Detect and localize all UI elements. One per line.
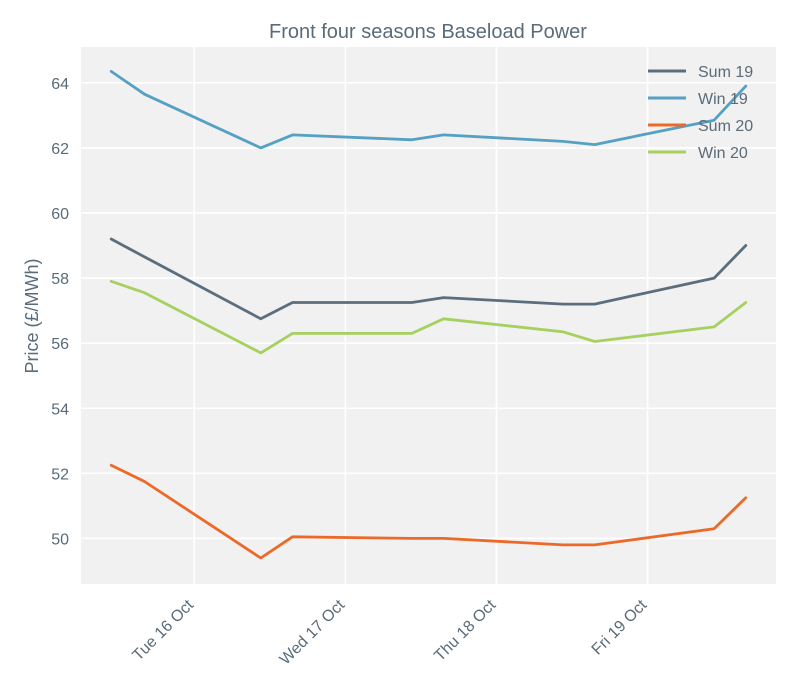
legend-label: Sum 20 bbox=[698, 118, 753, 135]
x-tick-label: Fri 19 Oct bbox=[589, 596, 651, 658]
series-line-sum-19 bbox=[109, 237, 748, 321]
y-tick-label: 56 bbox=[51, 336, 69, 353]
x-tick-label: Tue 16 Oct bbox=[130, 596, 198, 664]
legend-label: Sum 19 bbox=[698, 64, 753, 81]
y-tick-label: 62 bbox=[51, 141, 69, 158]
y-axis-ticks: 50 52 54 56 58 60 62 64 bbox=[51, 76, 69, 549]
x-tick-label: Wed 17 Oct bbox=[277, 596, 349, 668]
x-tick-label: Thu 18 Oct bbox=[431, 596, 499, 664]
y-tick-label: 54 bbox=[51, 401, 69, 418]
legend: Sum 19 Win 19 Sum 20 Win 20 bbox=[648, 64, 753, 162]
series-line-win-20 bbox=[109, 279, 748, 355]
series-line-sum-20 bbox=[109, 463, 748, 560]
y-tick-label: 64 bbox=[51, 76, 69, 93]
series-line-win-19 bbox=[109, 70, 748, 150]
y-tick-label: 50 bbox=[51, 531, 69, 548]
legend-label: Win 20 bbox=[698, 145, 748, 162]
y-axis-label: Price (£/MWh) bbox=[22, 258, 42, 373]
y-tick-label: 58 bbox=[51, 271, 69, 288]
y-tick-label: 52 bbox=[51, 466, 69, 483]
chart-title: Front four seasons Baseload Power bbox=[269, 21, 587, 43]
grid-lines bbox=[81, 47, 776, 584]
x-axis-ticks: Tue 16 Oct Wed 17 Oct Thu 18 Oct Fri 19 Oct bbox=[130, 596, 651, 668]
legend-label: Win 19 bbox=[698, 91, 748, 108]
y-tick-label: 60 bbox=[51, 206, 69, 223]
series-lines bbox=[109, 70, 748, 560]
